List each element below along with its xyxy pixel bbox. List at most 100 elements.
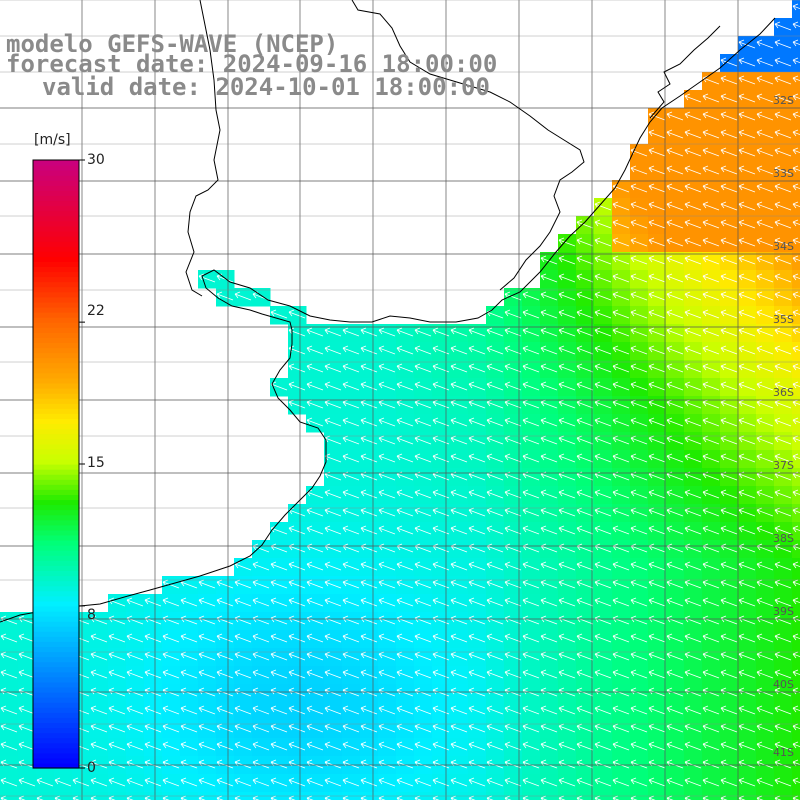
wind-arrow (576, 579, 594, 589)
wind-arrow (306, 651, 324, 661)
wind-arrow (702, 579, 720, 589)
colorbar-segment (33, 529, 79, 536)
wind-arrow (540, 651, 558, 661)
field-cell (792, 126, 800, 145)
wind-arrow (414, 435, 432, 445)
wind-arrow (666, 111, 684, 121)
wind-arrow (540, 435, 558, 445)
wind-arrow (216, 597, 234, 607)
wind-arrow (666, 237, 684, 247)
wind-arrow (792, 111, 800, 119)
wind-arrow (684, 597, 702, 607)
wind-arrow (648, 723, 666, 733)
wind-arrow (324, 345, 342, 355)
colorbar-segment (33, 712, 79, 718)
wind-arrow (558, 435, 576, 445)
wind-arrow (540, 417, 558, 427)
colorbar-segment (33, 291, 79, 298)
wind-arrow (522, 561, 540, 571)
wind-arrow (558, 327, 576, 337)
wind-arrow (396, 579, 414, 589)
wind-arrow (450, 723, 468, 733)
wind-arrow (648, 435, 666, 445)
wind-arrow (414, 723, 432, 733)
wind-arrow (288, 651, 306, 661)
wind-arrow (648, 273, 666, 283)
wind-arrow (180, 633, 198, 643)
wind-arrow (540, 489, 558, 499)
wind-arrow (774, 417, 792, 427)
wind-arrow (630, 795, 638, 800)
wind-arrow (630, 255, 648, 265)
field-cell (792, 738, 800, 757)
wind-arrow (756, 237, 774, 247)
wind-arrow (702, 525, 720, 535)
wind-arrow (756, 183, 774, 193)
wind-arrow (666, 183, 684, 193)
wind-arrow (396, 651, 414, 661)
wind-arrow (468, 381, 486, 391)
field-cell (792, 504, 800, 523)
colorbar-segment (33, 752, 79, 759)
colorbar-segment (33, 225, 79, 232)
wind-arrow (576, 327, 594, 337)
wind-arrow (198, 669, 216, 679)
coastline-main (0, 17, 776, 623)
lat-label-40s: 40S (773, 678, 794, 691)
wind-arrow (216, 633, 234, 643)
wind-arrow (360, 453, 378, 463)
wind-arrow (252, 741, 270, 751)
wind-arrow (612, 309, 630, 319)
field-cell (792, 378, 800, 397)
wind-arrow (540, 723, 558, 733)
wind-arrow (792, 651, 800, 659)
colorbar-unit: [m/s] (34, 132, 71, 148)
wind-arrow (612, 579, 630, 589)
colorbar-segment (33, 382, 79, 389)
wind-arrow (486, 651, 504, 661)
wind-arrow (702, 795, 710, 800)
wind-arrow (774, 129, 792, 139)
wind-arrow (252, 579, 270, 589)
wind-arrow (378, 561, 396, 571)
wind-arrow (684, 219, 702, 229)
wind-arrow (738, 255, 756, 265)
wind-arrow (774, 741, 792, 751)
wind-arrow (468, 363, 486, 373)
wind-arrow (522, 489, 540, 499)
wind-arrow (648, 201, 666, 211)
wind-arrow (702, 147, 720, 157)
wind-arrow (666, 489, 684, 499)
colorbar-segment (33, 550, 79, 556)
wind-arrow (450, 795, 458, 800)
wind-arrow (450, 507, 468, 517)
wind-arrow (540, 705, 558, 715)
wind-arrow (774, 273, 792, 283)
wind-arrow (558, 561, 576, 571)
wind-arrow (108, 651, 126, 661)
colorbar-segment (33, 256, 79, 262)
colorbar-segment (33, 565, 79, 571)
wind-arrow (774, 237, 792, 247)
wind-arrow (450, 597, 468, 607)
wind-arrow (504, 381, 522, 391)
wind-arrow (684, 489, 702, 499)
wind-arrow (756, 669, 774, 679)
wind-arrow (540, 561, 558, 571)
wind-arrow (774, 651, 792, 661)
wind-arrow (306, 417, 324, 427)
wind-arrow (792, 237, 800, 245)
wind-arrow (270, 777, 288, 787)
wind-arrow (666, 525, 684, 535)
wind-arrow (90, 795, 98, 800)
colorbar-segment (33, 474, 79, 480)
wind-arrow (468, 597, 486, 607)
wind-arrow (630, 381, 648, 391)
wind-arrow (0, 651, 18, 661)
wind-arrow (612, 291, 630, 301)
wind-arrow (702, 561, 720, 571)
wind-arrow (144, 777, 162, 787)
wind-arrow (252, 561, 270, 571)
lat-label-39s: 39S (773, 605, 794, 618)
